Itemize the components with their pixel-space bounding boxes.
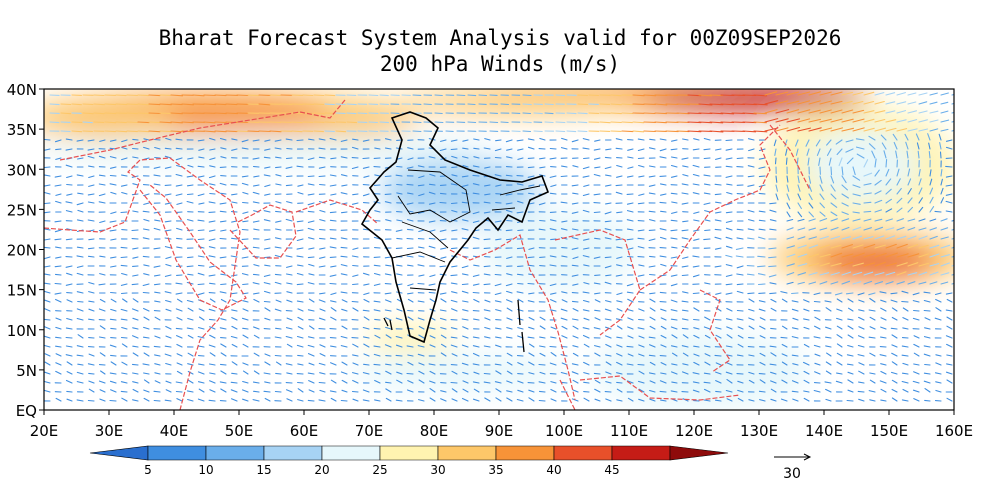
reference-vector-label: 30 <box>783 466 801 482</box>
colorbar-segment <box>379 445 439 461</box>
lon-tick-label: 50E <box>225 422 254 440</box>
lat-tick-label: 40N <box>7 81 37 99</box>
colorbar-segment <box>263 445 323 461</box>
lon-tick-label: 20E <box>30 422 59 440</box>
lon-tick-label: 110E <box>610 422 648 440</box>
lat-tick-label: 5N <box>16 362 37 380</box>
lon-tick-label: 30E <box>95 422 124 440</box>
colorbar-label: 20 <box>314 463 329 477</box>
colorbar-segment <box>321 445 381 461</box>
longitude-axis: 20E 30E 40E 50E 60E 70E 80E 90E 100E 110E 120E 130E… <box>30 410 973 440</box>
lon-tick-label: 120E <box>675 422 713 440</box>
colorbar-segment <box>437 445 497 461</box>
colorbar-label: 35 <box>488 463 503 477</box>
lat-tick-label: 10N <box>7 322 37 340</box>
colorbar-label: 15 <box>256 463 271 477</box>
lon-tick-label: 40E <box>160 422 189 440</box>
colorbar-segment <box>495 445 555 461</box>
latitude-axis: 40N 35N 30N 25N 20N 15N 10N 5N EQ <box>7 81 44 420</box>
map-area <box>44 89 954 408</box>
colorbar-segment <box>89 445 149 461</box>
lat-tick-label: 20N <box>7 242 37 260</box>
lon-tick-label: 80E <box>420 422 449 440</box>
colorbar-segment <box>669 445 729 461</box>
lon-tick-label: 140E <box>805 422 843 440</box>
lon-tick-label: 100E <box>545 422 583 440</box>
india-boundary <box>360 111 550 353</box>
colorbar-label: 10 <box>198 463 213 477</box>
lon-tick-label: 130E <box>740 422 778 440</box>
colorbar-segment <box>205 445 265 461</box>
colorbar: 5 10 15 20 25 30 35 40 45 <box>89 445 729 477</box>
lat-tick-label: 30N <box>7 161 37 179</box>
lon-tick-label: 60E <box>290 422 319 440</box>
figure-title: Bharat Forecast System Analysis valid fo… <box>158 26 842 50</box>
wind-vectors <box>44 91 954 402</box>
colorbar-label: 30 <box>430 463 445 477</box>
lat-tick-label: 25N <box>7 201 37 219</box>
colorbar-segment <box>611 445 671 461</box>
colorbar-label: 25 <box>372 463 387 477</box>
lon-tick-label: 150E <box>870 422 908 440</box>
reference-vector: 30 <box>774 453 812 482</box>
colorbar-segment <box>553 445 613 461</box>
coastlines <box>44 99 811 410</box>
colorbar-segment <box>147 445 207 461</box>
lon-tick-label: 70E <box>355 422 384 440</box>
lon-tick-label: 160E <box>935 422 973 440</box>
colorbar-label: 45 <box>604 463 619 477</box>
lon-tick-label: 90E <box>485 422 514 440</box>
colorbar-label: 5 <box>144 463 152 477</box>
colorbar-label: 40 <box>546 463 561 477</box>
lat-tick-label: 15N <box>7 282 37 300</box>
lat-tick-label: EQ <box>16 402 37 420</box>
figure-subtitle: 200 hPa Winds (m/s) <box>379 52 621 76</box>
lat-tick-label: 35N <box>7 121 37 139</box>
